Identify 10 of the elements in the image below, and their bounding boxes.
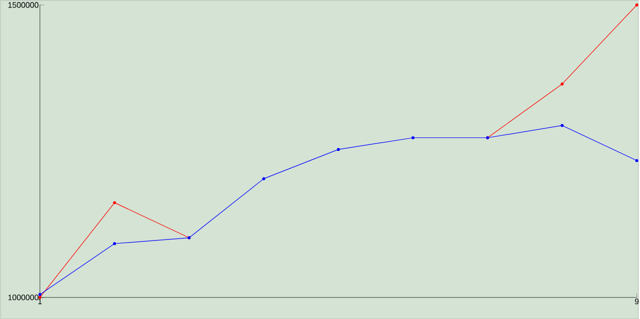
point bbox=[635, 3, 638, 6]
point bbox=[262, 177, 266, 180]
point bbox=[635, 158, 638, 162]
point bbox=[411, 136, 414, 140]
point bbox=[560, 82, 564, 86]
point bbox=[560, 124, 564, 127]
point bbox=[113, 242, 116, 245]
point bbox=[113, 201, 116, 204]
point bbox=[336, 148, 340, 151]
point bbox=[38, 292, 42, 296]
